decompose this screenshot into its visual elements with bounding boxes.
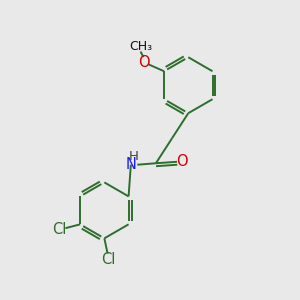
Text: O: O xyxy=(138,55,149,70)
Text: Cl: Cl xyxy=(102,252,116,267)
Text: N: N xyxy=(125,157,136,172)
Text: O: O xyxy=(177,154,188,169)
Text: CH₃: CH₃ xyxy=(129,40,152,53)
Text: Cl: Cl xyxy=(52,222,66,237)
Text: H: H xyxy=(128,150,138,163)
